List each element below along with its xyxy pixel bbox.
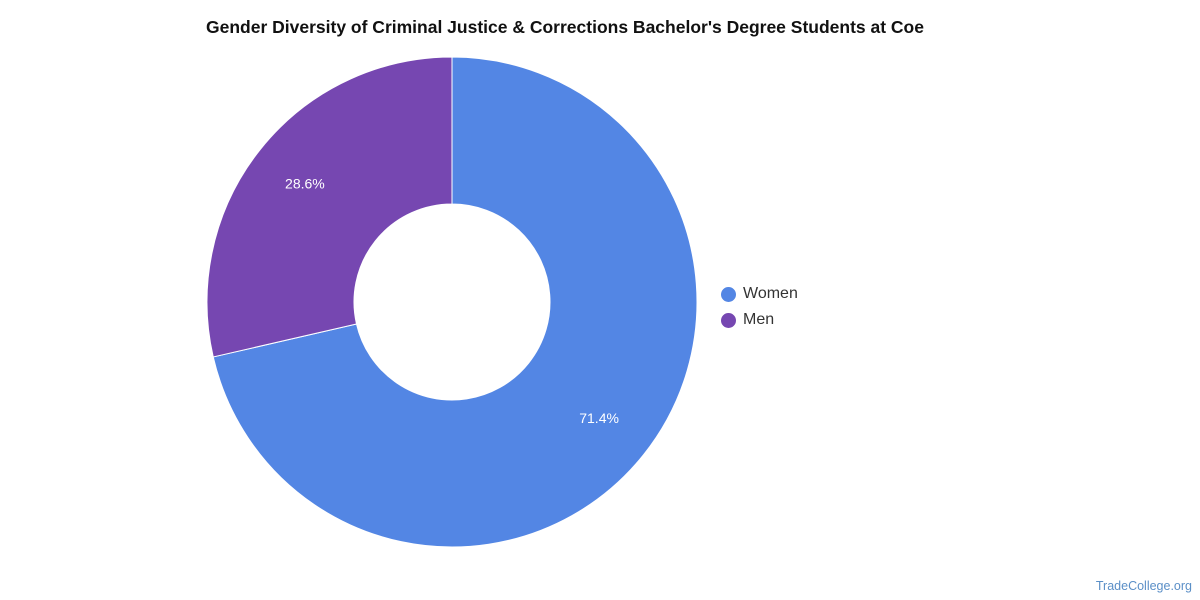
legend-label-men: Men bbox=[743, 311, 775, 328]
legend-swatch-women bbox=[721, 286, 736, 302]
legend: Women Men bbox=[721, 281, 798, 333]
legend-label-women: Women bbox=[743, 285, 798, 302]
source-credit-link[interactable]: TradeCollege.org bbox=[1095, 579, 1192, 593]
slice-label-men: 28.6% bbox=[285, 176, 325, 192]
slice-label-women: 71.4% bbox=[579, 410, 619, 426]
slice-women[interactable] bbox=[212, 56, 698, 548]
legend-swatch-men bbox=[721, 312, 736, 328]
legend-item-men[interactable]: Men bbox=[721, 307, 798, 333]
chart-title: Gender Diversity of Criminal Justice & C… bbox=[206, 17, 924, 37]
slice-men[interactable] bbox=[206, 56, 453, 358]
legend-item-women[interactable]: Women bbox=[721, 281, 798, 307]
